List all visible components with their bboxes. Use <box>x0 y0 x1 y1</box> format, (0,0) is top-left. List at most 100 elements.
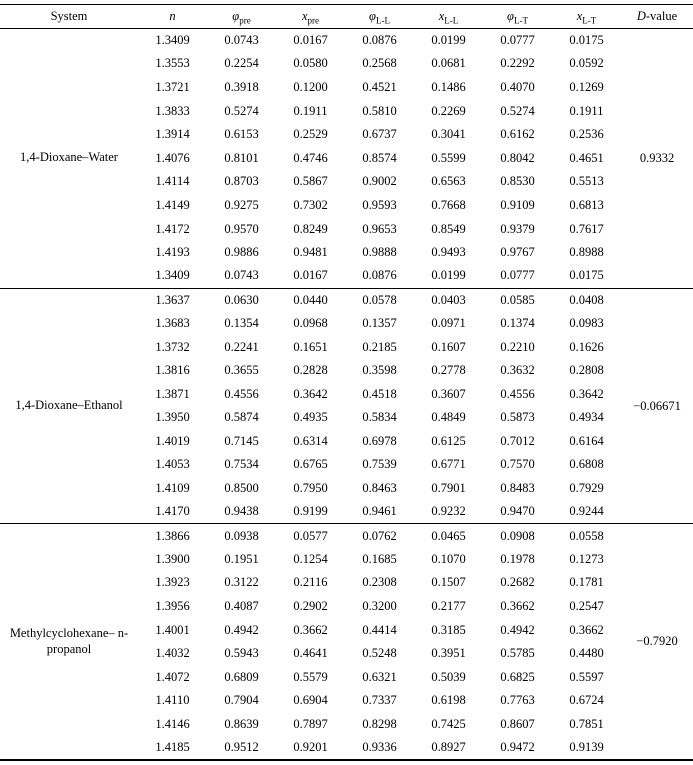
cell-phi-l-l: 0.6978 <box>362 433 397 448</box>
table-row: 1.3956 0.4087 0.2902 0.3200 0.2177 0.3662 0.25… <box>0 595 693 619</box>
table-row: 1.4053 0.7534 0.6765 0.7539 0.6771 0.7570 0.68… <box>0 453 693 477</box>
cell-x-l-l: 0.6198 <box>431 693 466 708</box>
cell-phi-l-t: 0.0585 <box>500 292 535 307</box>
cell-n: 1.4110 <box>155 693 190 708</box>
cell-x-l-t: 0.1781 <box>569 575 604 590</box>
cell-phi-pre: 0.8101 <box>224 150 259 165</box>
table-row: 1.4072 0.6809 0.5579 0.6321 0.5039 0.6825 0.55… <box>0 666 693 690</box>
cell-x-l-l: 0.3185 <box>431 622 466 637</box>
cell-x-l-t: 0.8988 <box>569 245 604 260</box>
table-row: 1.3721 0.3918 0.1200 0.4521 0.1486 0.4070 0.12… <box>0 76 693 100</box>
cell-x-pre: 0.0440 <box>293 292 328 307</box>
cell-phi-pre: 0.6809 <box>224 669 259 684</box>
table-row: 1.3914 0.6153 0.2529 0.6737 0.3041 0.6162 0.25… <box>0 123 693 147</box>
cell-phi-l-l: 0.8463 <box>362 481 397 496</box>
cell-x-l-t: 0.6813 <box>569 197 604 212</box>
cell-phi-pre: 0.5943 <box>224 646 259 661</box>
cell-x-pre: 0.3642 <box>293 386 328 401</box>
cell-x-l-l: 0.0971 <box>431 315 466 330</box>
header-cell-x-l-t: xL-T <box>552 5 621 29</box>
header-cell-x-l-l: xL-L <box>414 5 483 29</box>
cell-x-pre: 0.5579 <box>293 669 328 684</box>
cell-phi-l-t: 0.1978 <box>500 551 535 566</box>
cell-n: 1.3721 <box>155 79 190 94</box>
cell-n: 1.4001 <box>155 622 190 637</box>
cell-x-l-l: 0.2778 <box>431 363 466 378</box>
cell-x-pre: 0.7302 <box>293 197 328 212</box>
cell-phi-pre: 0.8500 <box>224 481 259 496</box>
cell-phi-pre: 0.9570 <box>224 221 259 236</box>
cell-x-l-t: 0.9244 <box>569 504 604 519</box>
cell-phi-l-t: 0.8607 <box>500 717 535 732</box>
cell-x-l-t: 0.0558 <box>569 528 604 543</box>
cell-phi-l-l: 0.0762 <box>362 528 397 543</box>
table-row: 1.3732 0.2241 0.1651 0.2185 0.1607 0.2210 0.16… <box>0 335 693 359</box>
header-cell-d-value: D-value <box>621 5 693 29</box>
cell-x-l-t: 0.0592 <box>569 56 604 71</box>
cell-x-l-l: 0.7425 <box>431 717 466 732</box>
cell-phi-pre: 0.5874 <box>224 410 259 425</box>
cell-n: 1.4076 <box>155 150 190 165</box>
system-section: 1,4-Dioxane–Water 1.3409 0.0743 0.0167 0.087… <box>0 28 693 289</box>
header-subscript: pre <box>307 15 320 26</box>
cell-x-l-l: 0.7668 <box>431 197 466 212</box>
cell-phi-l-l: 0.1357 <box>362 315 397 330</box>
cell-x-l-t: 0.1911 <box>569 103 604 118</box>
cell-phi-pre: 0.9438 <box>224 504 259 519</box>
cell-phi-l-l: 0.0578 <box>362 292 397 307</box>
cell-x-pre: 0.7950 <box>293 481 328 496</box>
cell-phi-l-l: 0.0876 <box>362 268 397 283</box>
cell-phi-pre: 0.0743 <box>224 268 259 283</box>
cell-phi-l-t: 0.9470 <box>500 504 535 519</box>
table-row: 1.3923 0.3122 0.2116 0.2308 0.1507 0.2682 0.17… <box>0 571 693 595</box>
header-cell-x-pre: xpre <box>276 5 345 29</box>
cell-x-l-l: 0.2177 <box>431 599 466 614</box>
cell-x-pre: 0.0167 <box>293 33 328 48</box>
cell-x-l-t: 0.6724 <box>569 693 604 708</box>
results-table: System n φpre xpre φL-L xL-L φL-T xL-T D-value 1… <box>0 4 693 761</box>
system-section: Methylcyclohexane– n-propanol 1.3866 0.093… <box>0 523 693 760</box>
cell-phi-pre: 0.5274 <box>224 103 259 118</box>
table-row: 1.3409 0.0743 0.0167 0.0876 0.0199 0.0777 0.01… <box>0 264 693 288</box>
cell-phi-l-l: 0.9336 <box>362 740 397 755</box>
cell-phi-l-l: 0.2185 <box>362 339 397 354</box>
cell-phi-l-t: 0.0777 <box>500 268 535 283</box>
cell-x-l-t: 0.3642 <box>569 386 604 401</box>
cell-n: 1.3683 <box>155 315 190 330</box>
cell-n: 1.4109 <box>155 481 190 496</box>
cell-x-l-l: 0.6771 <box>431 457 466 472</box>
cell-x-l-l: 0.7901 <box>431 481 466 496</box>
header-label: x <box>576 9 583 23</box>
cell-phi-l-t: 0.4070 <box>500 79 535 94</box>
cell-x-l-l: 0.1607 <box>431 339 466 354</box>
header-subscript: L-T <box>582 15 597 26</box>
cell-x-l-t: 0.7929 <box>569 481 604 496</box>
table-row: 1.4110 0.7904 0.6904 0.7337 0.6198 0.7763 0.67… <box>0 689 693 713</box>
cell-phi-pre: 0.6153 <box>224 127 259 142</box>
cell-x-pre: 0.9481 <box>293 245 328 260</box>
cell-phi-l-t: 0.2682 <box>500 575 535 590</box>
cell-n: 1.3900 <box>155 551 190 566</box>
cell-x-l-t: 0.6164 <box>569 433 604 448</box>
cell-x-l-l: 0.3041 <box>431 127 466 142</box>
header-label: x <box>301 9 308 23</box>
cell-phi-l-t: 0.3632 <box>500 363 535 378</box>
header-cell-phi-pre: φpre <box>207 5 276 29</box>
cell-x-l-l: 0.5039 <box>431 669 466 684</box>
table-row: 1.4170 0.9438 0.9199 0.9461 0.9232 0.9470 0.92… <box>0 500 693 524</box>
header-subscript: L-L <box>375 15 390 26</box>
cell-x-l-l: 0.9232 <box>431 504 466 519</box>
cell-phi-pre: 0.3122 <box>224 575 259 590</box>
cell-x-l-l: 0.2269 <box>431 103 466 118</box>
cell-phi-l-t: 0.2210 <box>500 339 535 354</box>
cell-n: 1.4170 <box>155 504 190 519</box>
cell-x-pre: 0.2828 <box>293 363 328 378</box>
header-subscript: pre <box>239 15 251 26</box>
cell-x-l-l: 0.8927 <box>431 740 466 755</box>
cell-x-l-t: 0.4651 <box>569 150 604 165</box>
table-row: Methylcyclohexane– n-propanol 1.3866 0.093… <box>0 524 693 656</box>
cell-phi-l-l: 0.9653 <box>362 221 397 236</box>
cell-n: 1.3923 <box>155 575 190 590</box>
table-row: 1.3900 0.1951 0.1254 0.1685 0.1070 0.1978 0.12… <box>0 548 693 572</box>
cell-phi-l-t: 0.9379 <box>500 221 535 236</box>
